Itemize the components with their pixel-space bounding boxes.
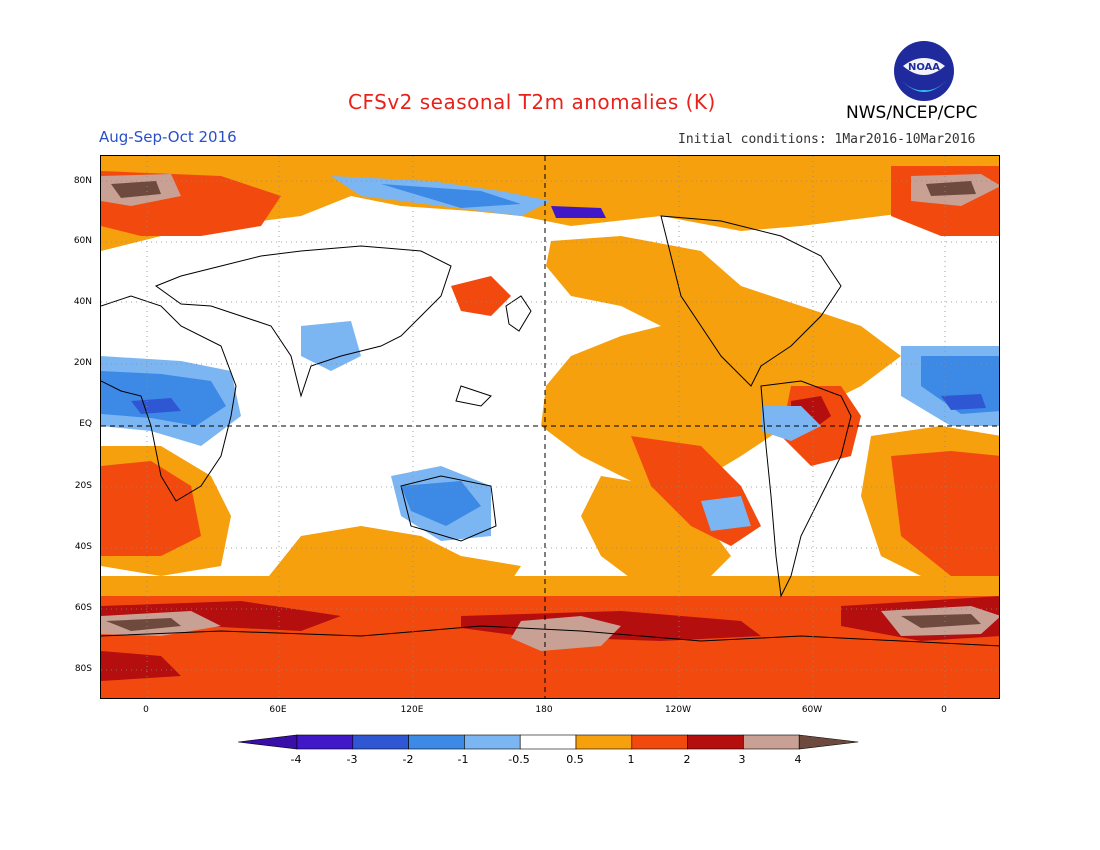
lat-label-80n: 80N: [73, 176, 92, 186]
lon-label-60e: 60E: [269, 705, 287, 715]
svg-text:NOAA: NOAA: [908, 62, 940, 73]
anomaly-map: [100, 155, 1000, 699]
agency-label: NWS/NCEP/CPC: [846, 103, 978, 123]
colorbar-label: 3: [738, 753, 746, 766]
lat-label-20n: 20N: [73, 358, 92, 368]
lon-label-120e: 120E: [400, 705, 424, 715]
colorbar-label: -3: [346, 753, 358, 766]
anomaly-fill-violet: [551, 206, 606, 218]
lat-label-40s: 40S: [74, 542, 92, 552]
reference-lines: [101, 156, 999, 698]
colorbar-cell: [519, 734, 577, 750]
anomaly-fill-brown: [106, 181, 981, 631]
colorbar-cell: [743, 734, 800, 750]
colorbar-label: -0.5: [508, 753, 530, 766]
colorbar-label: -2: [402, 753, 414, 766]
colorbar-cell: [631, 734, 688, 750]
lat-label-eq: EQ: [79, 419, 92, 429]
lat-label-80s: 80S: [74, 664, 92, 674]
noaa-logo: NOAA: [893, 40, 955, 102]
coastlines: [101, 215, 999, 647]
map-title: CFSv2 seasonal T2m anomalies (K): [348, 90, 716, 114]
colorbar-cell: [687, 734, 744, 750]
lon-label-180: 180: [535, 705, 553, 715]
colorbar-cell: [408, 734, 465, 750]
colorbar-label: -1: [457, 753, 469, 766]
colorbar-cell: [464, 734, 521, 750]
graticule: [101, 156, 999, 698]
lon-label-120w: 120W: [664, 705, 692, 715]
colorbar-label: -4: [290, 753, 302, 766]
colorbar-high-arrow: [798, 734, 859, 750]
lon-label-0-east: 0: [941, 705, 947, 715]
lat-label-20s: 20S: [74, 481, 92, 491]
colorbar-label: 4: [794, 753, 802, 766]
lon-label-60w: 60W: [801, 705, 823, 715]
colorbar-label: 0.5: [566, 753, 584, 766]
season-label: Aug-Sep-Oct 2016: [99, 128, 237, 146]
initial-conditions-label: Initial conditions: 1Mar2016-10Mar2016: [678, 132, 976, 147]
lat-label-40n: 40N: [73, 297, 92, 307]
colorbar-low-arrow: [238, 734, 298, 750]
colorbar: [238, 734, 859, 750]
lon-label-0: 0: [143, 705, 149, 715]
colorbar-label: 1: [627, 753, 635, 766]
colorbar-cell: [575, 734, 633, 750]
lat-label-60n: 60N: [73, 236, 92, 246]
lat-label-60s: 60S: [74, 603, 92, 613]
colorbar-cell: [296, 734, 354, 750]
colorbar-cell: [352, 734, 409, 750]
colorbar-label: 2: [683, 753, 691, 766]
